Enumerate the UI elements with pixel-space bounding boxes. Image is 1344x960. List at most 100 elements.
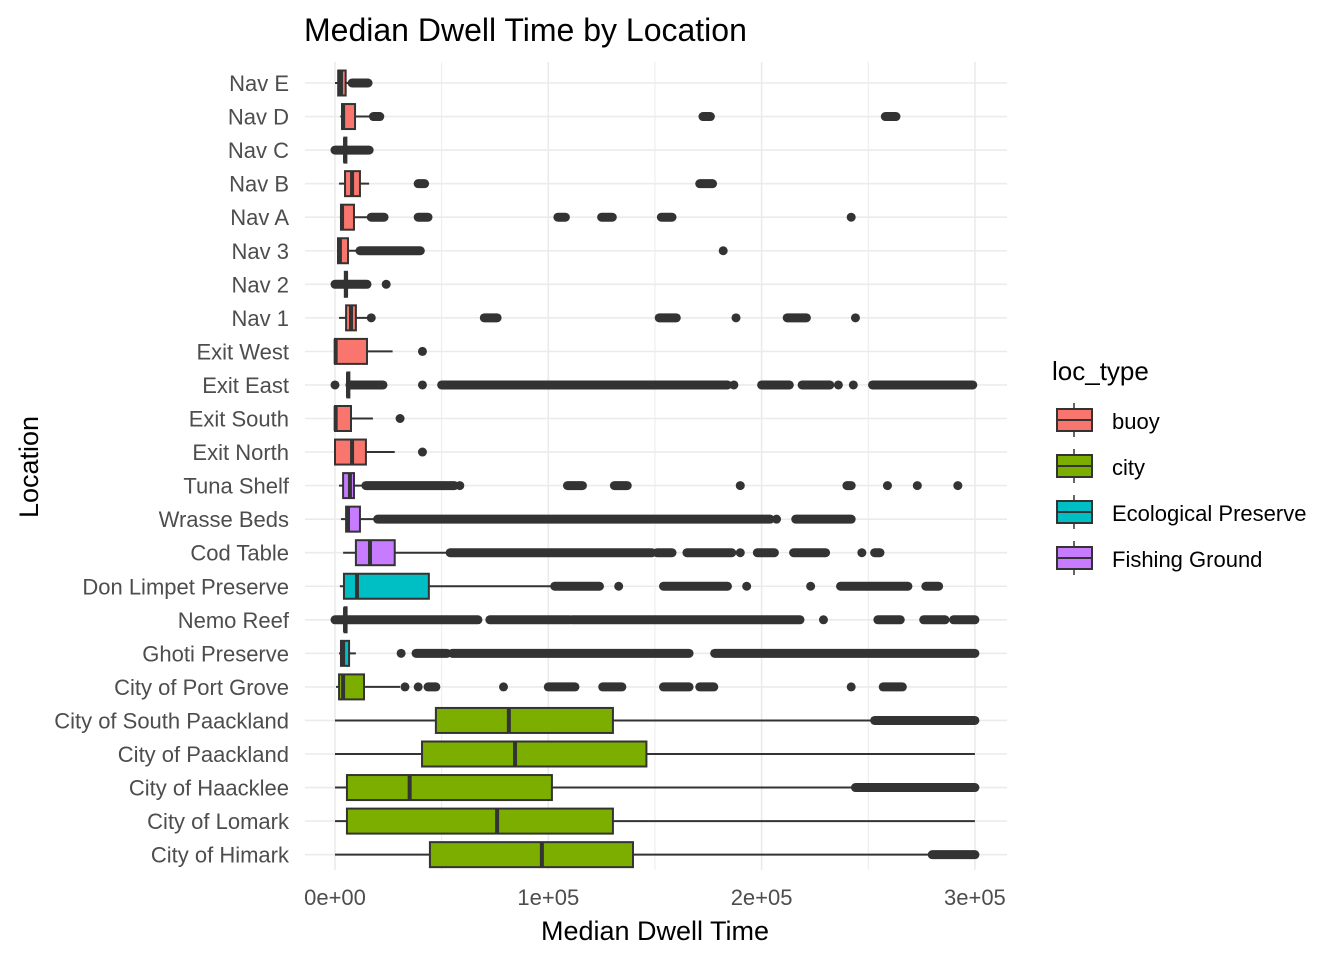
outlier-point bbox=[396, 648, 406, 658]
outlier-point bbox=[882, 481, 892, 491]
y-tick-label: Nav C bbox=[228, 138, 289, 163]
legend-title: loc_type bbox=[1052, 356, 1149, 386]
outlier-point bbox=[846, 212, 856, 222]
box-group bbox=[340, 103, 901, 131]
outlier-point bbox=[413, 682, 423, 692]
outlier-point bbox=[846, 682, 856, 692]
y-tick-label: Ghoti Preserve bbox=[142, 641, 289, 666]
y-tick-label: Cod Table bbox=[190, 541, 289, 566]
box-group bbox=[339, 639, 980, 667]
box-group bbox=[330, 136, 374, 164]
x-tick-label: 3e+05 bbox=[944, 885, 1006, 910]
outlier-point bbox=[417, 380, 427, 390]
y-tick-label: Exit West bbox=[196, 339, 289, 364]
box-group bbox=[343, 539, 885, 567]
y-tick-label: City of Lomark bbox=[147, 809, 290, 834]
y-tick-label: Tuna Shelf bbox=[183, 474, 289, 499]
outlier-point bbox=[912, 481, 922, 491]
box bbox=[345, 774, 553, 802]
box-group bbox=[330, 270, 391, 298]
box-group bbox=[339, 170, 718, 198]
y-tick-label: Don Limpet Preserve bbox=[82, 574, 289, 599]
outlier-point bbox=[735, 548, 745, 558]
outlier-point bbox=[395, 414, 405, 423]
box-group bbox=[335, 706, 980, 734]
box-group bbox=[335, 841, 980, 869]
y-tick-label: Exit North bbox=[192, 440, 289, 465]
outlier-point bbox=[772, 514, 782, 524]
box-group bbox=[339, 203, 856, 231]
y-tick-label: Nav 2 bbox=[232, 272, 289, 297]
box-group bbox=[335, 774, 980, 802]
box bbox=[428, 841, 634, 869]
box-group bbox=[339, 304, 860, 332]
outlier-point bbox=[417, 447, 427, 457]
box-group bbox=[335, 69, 373, 97]
y-tick-label: Nav A bbox=[230, 205, 289, 230]
legend: loc_type buoy city Ecological Preserve Fish… bbox=[1052, 356, 1306, 575]
outlier-point bbox=[735, 481, 745, 491]
box-group bbox=[339, 472, 963, 500]
outlier-point bbox=[417, 346, 427, 356]
y-tick-label: Exit East bbox=[202, 373, 289, 398]
box-group bbox=[333, 337, 427, 365]
box-group bbox=[330, 371, 978, 399]
outlier-point bbox=[848, 380, 858, 390]
chart-title: Median Dwell Time by Location bbox=[304, 12, 747, 48]
outlier-point bbox=[857, 548, 867, 558]
y-tick-label: Nav E bbox=[229, 71, 289, 96]
x-axis-label: Median Dwell Time bbox=[541, 916, 769, 946]
outlier-point bbox=[381, 279, 391, 289]
y-tick-label: Nav B bbox=[229, 172, 289, 197]
box-group bbox=[334, 438, 427, 466]
y-tick-label: Nav D bbox=[228, 105, 289, 130]
y-tick-label: Exit South bbox=[189, 407, 289, 432]
y-tick-label: City of South Paackland bbox=[54, 708, 289, 733]
box-group bbox=[335, 740, 975, 768]
outlier-point bbox=[499, 682, 509, 692]
box bbox=[334, 337, 368, 365]
box-group bbox=[340, 505, 856, 533]
outlier-point bbox=[718, 246, 728, 256]
outlier-point bbox=[731, 313, 741, 323]
y-tick-label: City of Himark bbox=[151, 843, 290, 868]
box bbox=[345, 807, 614, 835]
box-group bbox=[330, 606, 980, 634]
y-tick-label: City of Haacklee bbox=[129, 776, 289, 801]
outlier-point bbox=[742, 581, 752, 591]
outlier-point bbox=[729, 380, 739, 390]
box bbox=[434, 706, 614, 734]
outlier-point bbox=[330, 380, 340, 390]
y-tick-label: City of Paackland bbox=[118, 742, 289, 767]
box-group bbox=[336, 237, 728, 265]
box-group bbox=[336, 673, 907, 701]
outlier-point bbox=[400, 682, 410, 692]
outlier-point bbox=[366, 313, 376, 323]
outlier-point bbox=[806, 581, 816, 591]
box-group bbox=[335, 807, 975, 835]
outlier-point bbox=[614, 581, 624, 591]
x-tick-label: 0e+00 bbox=[304, 885, 366, 910]
legend-label: city bbox=[1112, 455, 1145, 480]
x-tick-label: 2e+05 bbox=[731, 885, 793, 910]
y-axis-label: Location bbox=[14, 416, 44, 518]
y-tick-label: Nav 3 bbox=[232, 239, 289, 264]
y-tick-label: Wrasse Beds bbox=[159, 507, 289, 532]
legend-label: buoy bbox=[1112, 409, 1160, 434]
outlier-point bbox=[850, 313, 860, 323]
outlier-point bbox=[818, 615, 828, 625]
outlier-point bbox=[455, 481, 465, 491]
box bbox=[354, 539, 396, 567]
y-tick-label: City of Port Grove bbox=[114, 675, 289, 700]
y-tick-label: Nav 1 bbox=[232, 306, 289, 331]
x-tick-label: 1e+05 bbox=[517, 885, 579, 910]
outlier-point bbox=[833, 380, 843, 390]
box-group bbox=[333, 405, 405, 432]
legend-label: Fishing Ground bbox=[1112, 547, 1262, 572]
box bbox=[421, 740, 648, 768]
y-tick-label: Nemo Reef bbox=[178, 608, 290, 633]
legend-label: Ecological Preserve bbox=[1112, 501, 1306, 526]
outlier-point bbox=[953, 481, 963, 491]
box-group bbox=[339, 572, 944, 600]
